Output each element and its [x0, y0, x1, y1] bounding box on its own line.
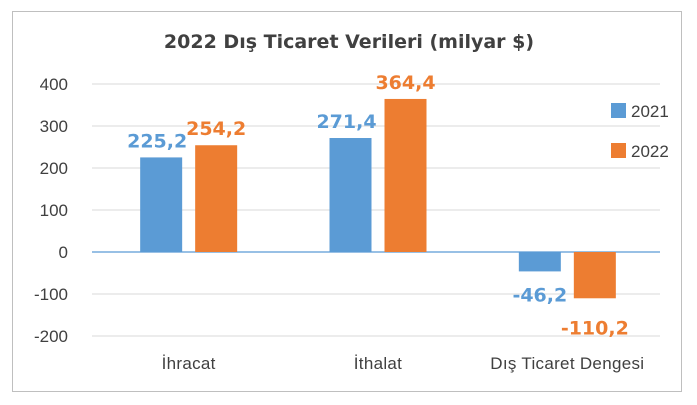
x-tick-label: İhracat — [162, 354, 216, 373]
x-axis: İhracat İthalat Dış Ticaret Dengesi — [162, 354, 644, 373]
x-tick-label: İthalat — [354, 354, 402, 373]
x-tick-label: Dış Ticaret Dengesi — [490, 354, 644, 373]
y-tick-label: 100 — [40, 201, 68, 220]
legend-swatch-2022 — [611, 143, 626, 158]
bar-2022-0 — [195, 145, 238, 252]
gridlines — [92, 83, 660, 337]
legend-label: 2021 — [631, 102, 669, 121]
legend-label: 2022 — [631, 142, 669, 161]
data-label: -110,2 — [561, 317, 629, 339]
bar-2021-2 — [518, 252, 561, 272]
y-tick-label: 300 — [40, 117, 68, 136]
y-tick-label: 400 — [40, 75, 68, 94]
legend-swatch-2021 — [611, 103, 626, 118]
data-label: -46,2 — [512, 284, 567, 306]
y-tick-label: -100 — [34, 285, 68, 304]
y-tick-label: -200 — [34, 327, 68, 346]
bar-2021-1 — [329, 138, 372, 252]
legend: 2021 2022 — [611, 102, 669, 161]
y-tick-label: 0 — [59, 243, 68, 262]
data-label: 364,4 — [375, 72, 435, 94]
y-tick-label: 200 — [40, 159, 68, 178]
data-label: 254,2 — [186, 118, 246, 140]
bar-2022-2 — [573, 252, 616, 299]
chart-title: 2022 Dış Ticaret Verileri (milyar $) — [164, 31, 534, 53]
bar-2021-0 — [140, 157, 183, 252]
data-label: 225,2 — [127, 130, 187, 152]
data-label: 271,4 — [316, 111, 376, 133]
bars-group — [140, 98, 616, 299]
y-axis: 400 300 200 100 0 -100 -200 — [34, 75, 68, 346]
bar-2022-1 — [384, 98, 427, 253]
